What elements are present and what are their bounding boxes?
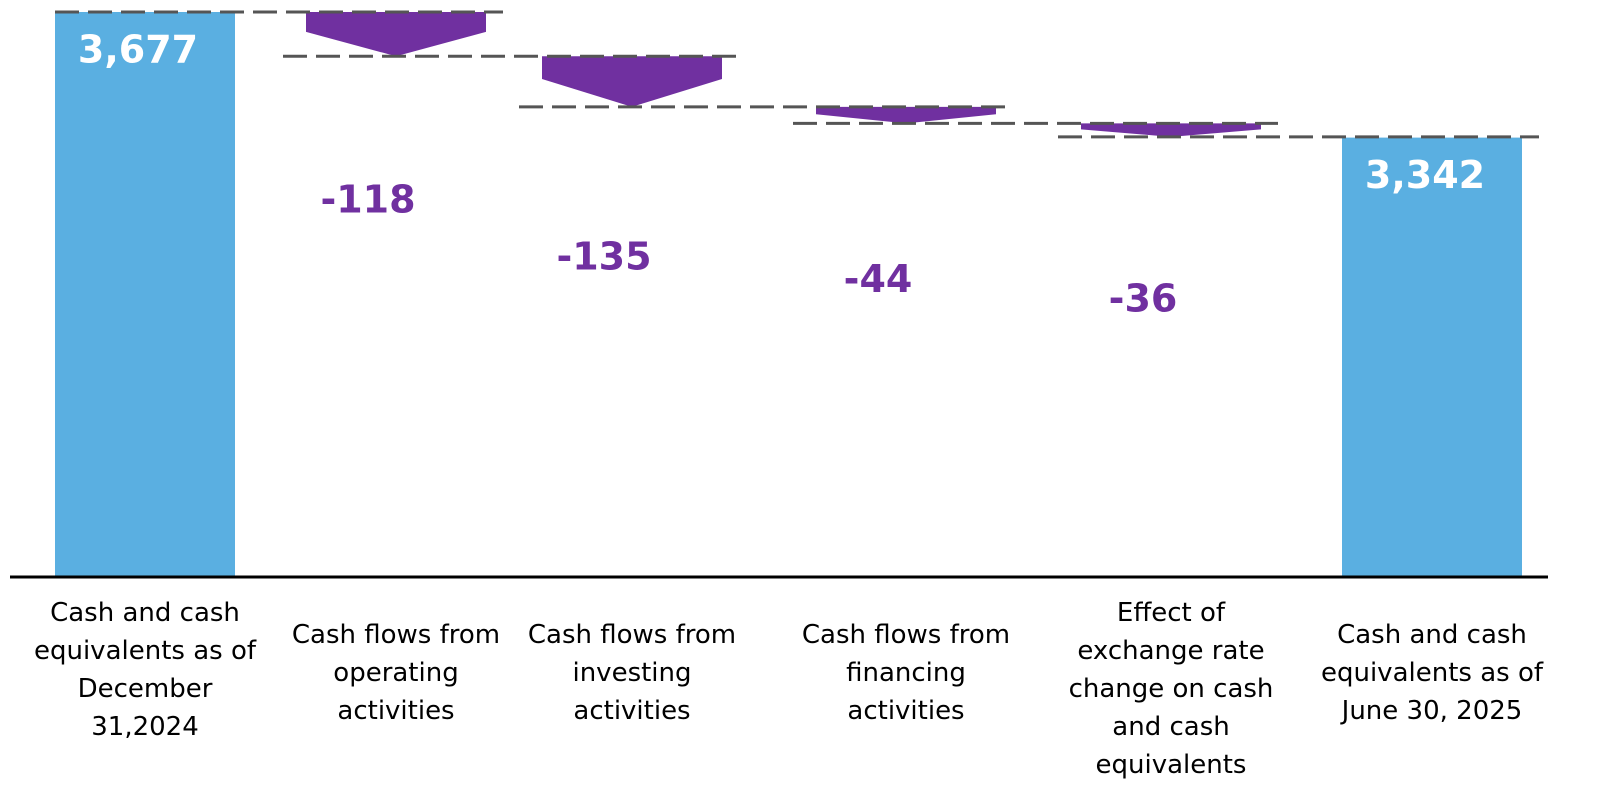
category-label: Cash flows from investing activities [527, 620, 737, 726]
category-label: Cash flows from operating activities [291, 620, 501, 726]
value-label: -118 [320, 178, 415, 222]
value-label: -44 [844, 257, 913, 301]
value-label: 3,342 [1365, 153, 1485, 197]
decrease-arrow [1081, 123, 1261, 137]
total-bar [55, 11, 235, 578]
category-label: Cash and cash equivalents as of December… [33, 598, 257, 742]
decrease-arrow [306, 11, 486, 57]
value-label: 3,677 [78, 27, 198, 71]
category-label: Cash flows from financing activities [801, 620, 1011, 726]
value-label: -36 [1109, 276, 1178, 320]
category-label: Cash and cash equivalents as of June 30,… [1320, 620, 1544, 726]
decrease-arrow [816, 106, 996, 124]
value-label: -135 [556, 234, 651, 278]
category-label: Effect of exchange rate change on cash a… [1068, 598, 1274, 780]
total-bar [1342, 137, 1522, 577]
decrease-arrow [542, 56, 722, 107]
